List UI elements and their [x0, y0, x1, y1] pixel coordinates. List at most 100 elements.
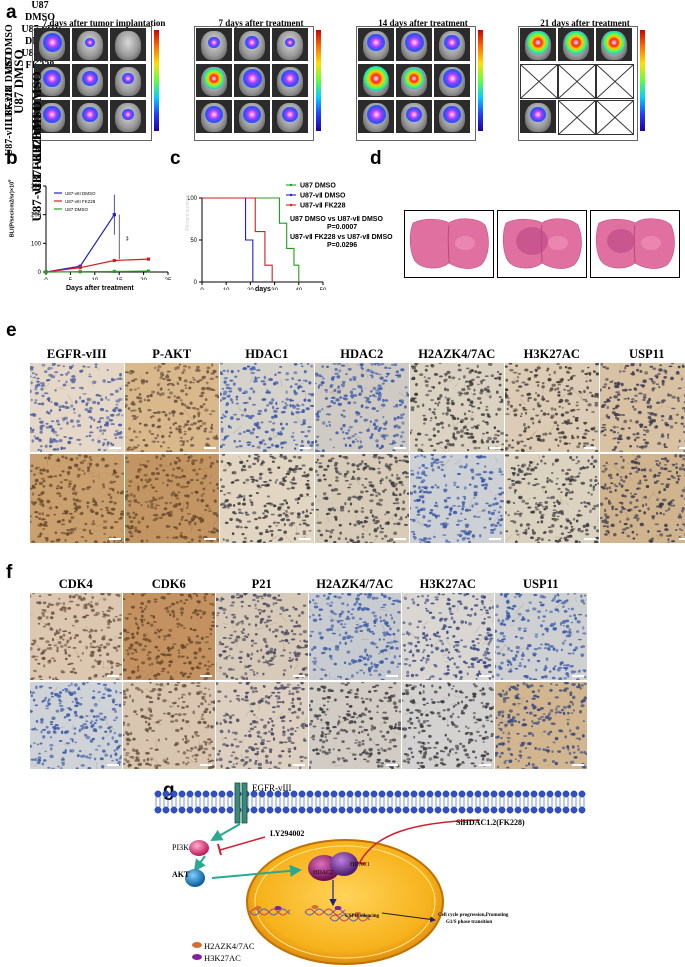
hdac1-label: HDAC1 [350, 862, 371, 868]
bli-signal [442, 69, 462, 88]
ihc-image [495, 682, 587, 769]
scale-bar [385, 675, 398, 677]
bli-signal [403, 68, 425, 89]
x-tick-label: 40 [295, 288, 302, 290]
panel-d-label: d [370, 148, 382, 169]
empty-image-box [520, 64, 558, 99]
bli-signal [366, 105, 386, 124]
x-tick-label: 20 [140, 278, 147, 280]
ihc-column-header: USP11 [523, 577, 559, 591]
scale-bar [108, 447, 121, 449]
ihc-column-header: CDK6 [151, 577, 186, 591]
x-tick-label: 10 [91, 278, 98, 280]
bli-group-frame [194, 26, 314, 141]
mouse-bli-image [396, 28, 432, 61]
panel-f-label: f [6, 562, 13, 583]
ihc-image [30, 682, 122, 769]
legend-label: U87-vⅡ FK228 [300, 202, 346, 210]
bli-signal [42, 33, 62, 52]
mouse-bli-image [234, 100, 270, 133]
x-tick-label: 0 [44, 278, 48, 280]
timepoint-title-1: 7 days after tumor implantation [42, 18, 166, 28]
mouse-bli-image [434, 100, 470, 133]
ihc-image [600, 454, 685, 543]
bli-signal [85, 37, 95, 48]
bli-group-frame [32, 26, 152, 141]
series-line [45, 214, 115, 273]
pathway-diagram [154, 782, 586, 965]
mouse-bli-image [196, 28, 232, 61]
y-tick-label: 50 [190, 238, 197, 244]
mouse-bli-image [396, 64, 432, 97]
outcome-line-2: G1/S phase transition [446, 920, 493, 925]
he-section-frame [404, 210, 494, 278]
ihc-column-header: HDAC2 [340, 347, 384, 361]
ihc-grid-f: CDK4 CDK6 P21 H2AZK4/7AC H3K27AC USP11 U87-vII… [0, 101, 685, 769]
ihc-image [410, 454, 504, 543]
ly294002-label: LY294002 [270, 829, 305, 838]
y-tick-label: 100 [31, 241, 42, 247]
ihc-image [125, 454, 219, 543]
survival-step-line [202, 197, 273, 282]
ihc-column-header: USP11 [629, 347, 665, 361]
bli-signal [82, 106, 98, 123]
ihc-image [30, 454, 124, 543]
mouse-bli-image [72, 64, 108, 97]
scale-bar [199, 675, 212, 677]
bli-signal [203, 68, 225, 89]
ihc-image [600, 363, 685, 452]
scale-bar [583, 447, 596, 449]
legend-label: U87 DMSO [65, 207, 89, 212]
hdac2-label: HDAC2 [313, 870, 334, 876]
survival-stat-line-4: P=0.0296 [327, 242, 358, 249]
bli-color-scale [640, 30, 645, 131]
bli-signal [530, 106, 546, 123]
scale-bar [292, 675, 305, 677]
scale-bar [393, 447, 406, 449]
ihc-image [309, 593, 401, 680]
y-tick-label: 100 [187, 196, 198, 202]
panel-g-label: g [163, 780, 175, 801]
bli-signal [243, 105, 261, 124]
ihc-image [402, 682, 494, 769]
ihc-image [125, 363, 219, 452]
bli-signal [281, 69, 299, 88]
data-point [78, 266, 82, 270]
mouse-bli-image [558, 28, 594, 61]
ihc-column-header: HDAC1 [245, 347, 289, 361]
scale-bar [583, 538, 596, 540]
legend-h3k27ac: H3K27AC [204, 953, 241, 963]
ihc-row-label: U87-vIII FK228 [29, 132, 44, 222]
ihc-image [505, 454, 599, 543]
akt-label: AKT [172, 870, 190, 879]
significance-mark: ** [122, 236, 128, 241]
bli-line-chart: 0 5 10 15 20 25 0 100 200 300 U87-vIII DMSO U87-vII… [31, 184, 172, 280]
bli-signal [43, 69, 61, 88]
data-point [146, 269, 151, 273]
bli-signal [367, 33, 385, 52]
mouse-bli-image [196, 64, 232, 97]
ihc-column-header: P-AKT [152, 347, 192, 361]
mouse-bli-image [110, 64, 146, 97]
x-tick-label: 50 [320, 288, 327, 290]
x-tick-label: 20 [247, 288, 254, 290]
he-group-label-line: DMSO [25, 12, 55, 23]
bli-signal [602, 31, 626, 54]
mouse-bli-image [434, 64, 470, 97]
usp11-label: USP11 silencing [345, 914, 380, 919]
scale-bar [488, 538, 501, 540]
ihc-column-header: P21 [251, 577, 272, 591]
survival-ylabel: Percent survival [185, 195, 191, 231]
ihc-image [402, 593, 494, 680]
mouse-bli-image [596, 28, 632, 61]
scale-bar [292, 764, 305, 766]
ihc-image [410, 363, 504, 452]
ihc-column-header: EGFR-vIII [46, 347, 107, 361]
mouse-bli-image [358, 64, 394, 97]
mouse-bli-image [34, 28, 70, 61]
survival-stat-line-2: P=0.0007 [327, 224, 358, 231]
bli-color-scale [316, 30, 321, 131]
x-tick-label: 0 [200, 288, 204, 290]
mouse-bli-image [110, 28, 146, 61]
mouse-bli-image [34, 64, 70, 97]
